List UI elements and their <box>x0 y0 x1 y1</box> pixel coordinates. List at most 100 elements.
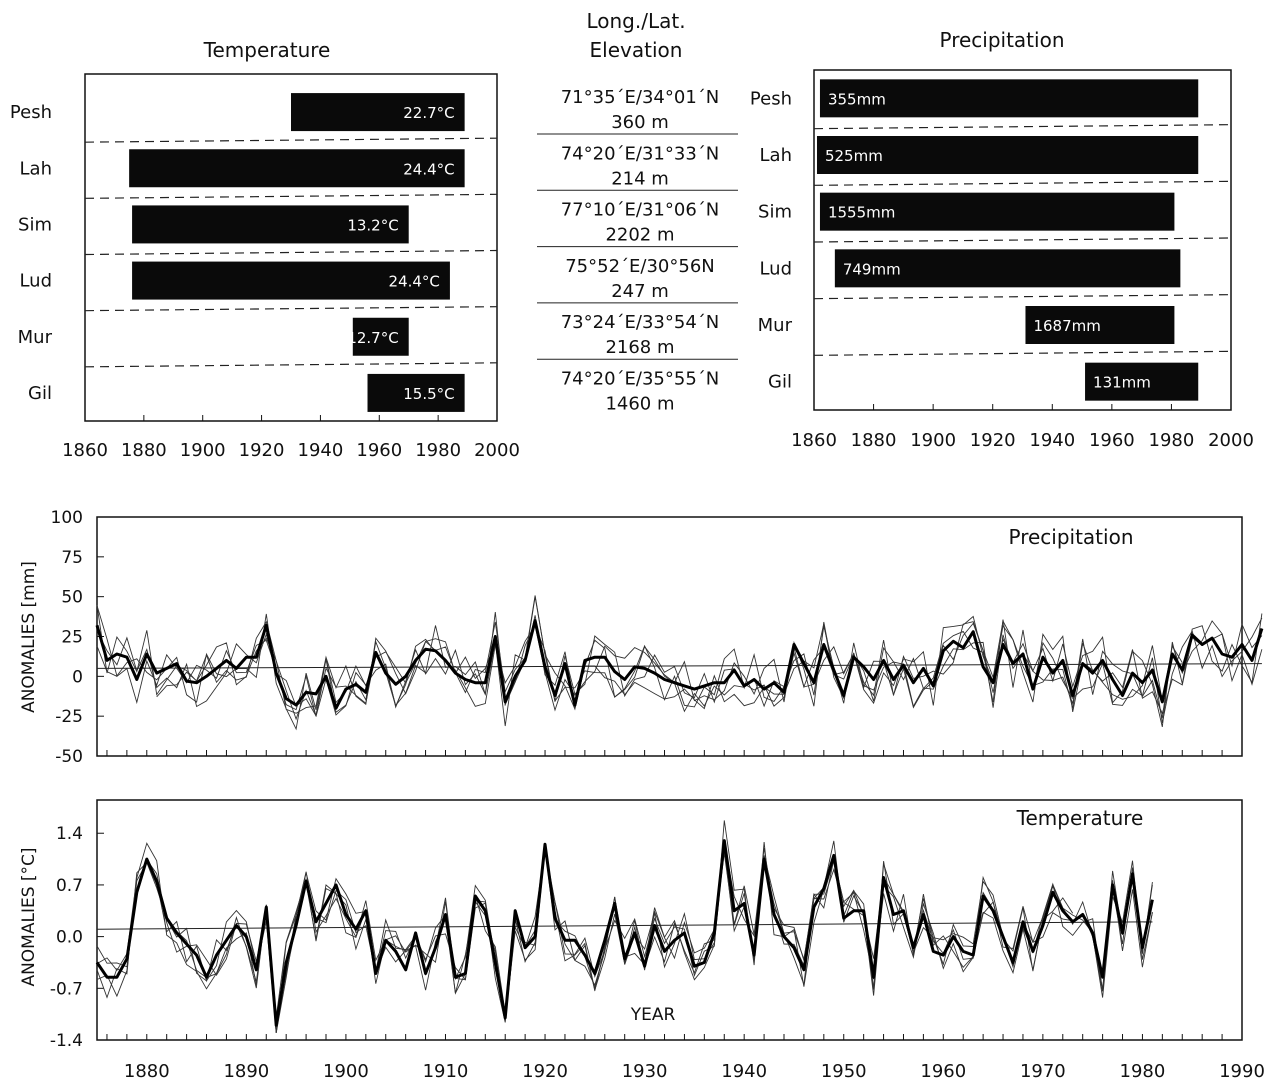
table-elevation-cell: 2168 m <box>605 337 674 358</box>
temperature-panel-frame <box>84 73 498 422</box>
precip-anomaly-y-tick-label: 100 <box>51 508 83 528</box>
precip-anomaly-mean-series-line <box>95 619 1264 710</box>
precip-anomaly-y-tick-label: 25 <box>61 628 83 648</box>
precipitation-anomalies-chart: Precipitation ANOMALIES [mm] 100 75 50 25 0 -… <box>19 508 1264 767</box>
precip-anomaly-station-series-line <box>96 595 1263 728</box>
temp-station-label: Mur <box>18 327 53 348</box>
table-coords-cell: 73°24´E/33°54´N <box>561 312 720 333</box>
temp-anomaly-x-tick-label: 1940 <box>721 1061 767 1082</box>
table-elevation-cell: 2202 m <box>605 225 674 246</box>
temp-anomaly-y-tick-label: -1.4 <box>50 1031 83 1051</box>
precip-anomaly-ylabel: ANOMALIES [mm] <box>19 561 39 713</box>
precip-anomaly-y-tick-label: 0 <box>72 667 83 687</box>
temp-record-bar <box>352 317 409 356</box>
table-elevation-cell: 360 m <box>611 112 669 133</box>
precip-row-separator <box>813 350 1232 356</box>
precip-record-bar <box>819 79 1199 118</box>
precip-x-tick-label: 1920 <box>970 430 1016 451</box>
table-header-elevation: Elevation <box>590 38 683 62</box>
temp-bar-label: 24.4°C <box>389 273 440 291</box>
precipitation-panel-title: Precipitation <box>939 28 1064 52</box>
precip-x-tick-label: 1960 <box>1089 430 1135 451</box>
precip-row-separator <box>813 237 1232 243</box>
temp-anomaly-title: Temperature <box>1016 806 1144 830</box>
temp-record-bar <box>132 261 450 300</box>
precip-x-tick-label: 1900 <box>910 430 956 451</box>
precip-anomaly-y-tick-label: -25 <box>55 707 83 727</box>
precip-record-bar <box>816 136 1199 174</box>
table-coords-cell: 74°20´E/31°33´N <box>561 143 720 164</box>
temp-x-tick-label: 1880 <box>121 440 167 461</box>
temp-row-separator <box>84 193 498 199</box>
temp-anomaly-y-tick-label: 0.7 <box>56 876 83 896</box>
temp-anomaly-y-tick-label: 0.0 <box>56 928 83 948</box>
temp-station-label: Lah <box>20 158 52 179</box>
precip-record-bar <box>834 249 1181 288</box>
temp-record-bar <box>367 373 465 412</box>
precip-anomaly-trend-line <box>96 663 1262 669</box>
precip-bar-label: 525mm <box>825 147 883 165</box>
precip-row-separator <box>813 294 1232 300</box>
temp-bar-label: 22.7°C <box>403 104 454 122</box>
table-coords-cell: 75°52´E/30°56N <box>565 256 715 277</box>
precip-anomaly-y-tick-label: 50 <box>61 588 83 608</box>
temp-station-label: Lud <box>19 271 52 292</box>
precip-row-separator <box>813 124 1232 130</box>
temp-row-separator <box>84 306 498 312</box>
temp-anomaly-x-tick-label: 1980 <box>1120 1061 1166 1082</box>
precip-bar-label: 355mm <box>828 90 886 108</box>
precip-x-tick-label: 1860 <box>791 430 837 451</box>
table-coords-cell: 77°10´E/31°06´N <box>561 200 720 221</box>
precipitation-panel-frame <box>813 69 1232 411</box>
precipitation-coverage-chart: Precipitation Pesh 355mm Lah 525mm Sim 1555mm… <box>750 28 1254 451</box>
temp-station-label: Pesh <box>10 102 52 123</box>
precip-anomaly-title: Precipitation <box>1008 525 1133 549</box>
precip-station-label: Lud <box>759 258 792 279</box>
temp-bar-label: 12.7°C <box>347 329 398 347</box>
temp-anomaly-x-tick-label: 1900 <box>323 1061 369 1082</box>
temp-anomaly-y-tick-label: 1.4 <box>56 824 83 844</box>
temp-anomaly-station-series-line <box>96 840 1153 1033</box>
precip-x-tick-label: 1940 <box>1029 430 1075 451</box>
table-elevation-cell: 247 m <box>611 281 669 302</box>
coordinates-table: Long./Lat. Elevation 71°35´E/34°01´N 360 … <box>537 9 738 415</box>
temperature-panel-title: Temperature <box>203 38 331 62</box>
temp-anomaly-station-series-line <box>156 842 1153 1020</box>
temp-anomaly-x-tick-label: 1960 <box>920 1061 966 1082</box>
temp-anomaly-x-tick-label: 1880 <box>124 1061 170 1082</box>
precip-bar-label: 131mm <box>1093 374 1151 392</box>
precip-station-label: Lah <box>760 145 792 166</box>
precip-bar-label: 1555mm <box>828 204 895 222</box>
precip-bar-label: 1687mm <box>1033 317 1100 335</box>
temp-x-tick-label: 1860 <box>62 440 108 461</box>
precip-record-bar <box>1025 306 1175 344</box>
temp-row-separator <box>84 137 498 143</box>
temp-bar-label: 13.2°C <box>347 216 398 234</box>
temp-anomaly-trend-line <box>96 921 1153 930</box>
precip-bar-label: 749mm <box>843 260 901 278</box>
table-coords-cell: 71°35´E/34°01´N <box>561 87 720 108</box>
precip-station-label: Pesh <box>750 88 792 109</box>
temp-x-tick-label: 1980 <box>415 440 461 461</box>
temp-record-bar <box>129 149 465 188</box>
temp-station-label: Gil <box>28 383 52 404</box>
table-elevation-cell: 1460 m <box>605 394 674 415</box>
temp-station-label: Sim <box>18 214 52 235</box>
temp-anomaly-x-tick-label: 1920 <box>522 1061 568 1082</box>
temp-anomaly-x-tick-label: 1970 <box>1020 1061 1066 1082</box>
precip-anomaly-y-tick-label: 75 <box>61 548 83 568</box>
temp-anomaly-x-tick-label: 1990 <box>1219 1061 1265 1082</box>
precip-station-label: Gil <box>768 372 792 393</box>
temp-anomaly-x-tick-label: 1890 <box>223 1061 269 1082</box>
temp-x-tick-label: 1900 <box>180 440 226 461</box>
temp-anomaly-ylabel: ANOMALIES [°C] <box>19 847 39 986</box>
precip-station-label: Sim <box>758 202 792 223</box>
temp-bar-label: 15.5°C <box>403 385 454 403</box>
temp-bar-label: 24.4°C <box>403 160 454 178</box>
temp-x-tick-label: 1920 <box>239 440 285 461</box>
table-header-longlat: Long./Lat. <box>586 9 685 33</box>
temp-record-bar <box>132 205 409 244</box>
temp-anomaly-mean-series-line <box>95 839 1154 1027</box>
precip-x-tick-label: 2000 <box>1208 430 1254 451</box>
